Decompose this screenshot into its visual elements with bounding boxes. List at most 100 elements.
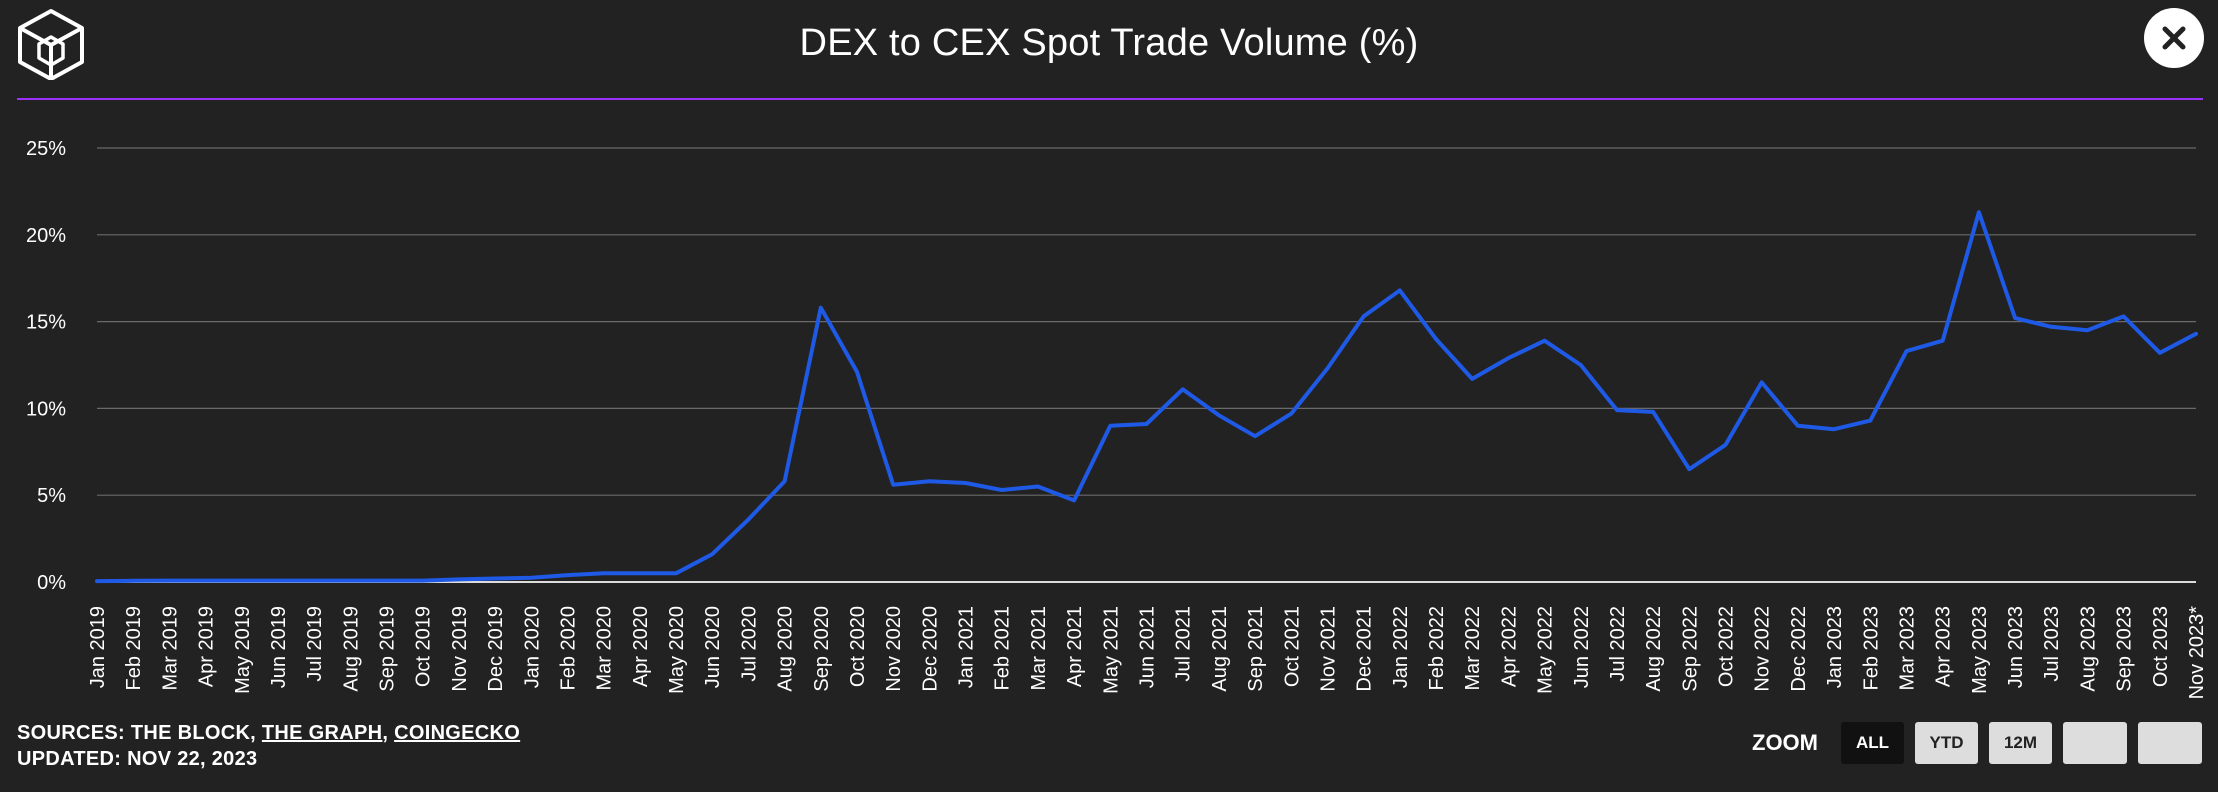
x-tick-label: Jan 2022 (1390, 606, 1412, 688)
data-point[interactable] (1941, 339, 1945, 343)
data-point[interactable] (1253, 434, 1257, 438)
x-tick-label: Sep 2019 (377, 606, 399, 692)
data-point[interactable] (421, 579, 425, 583)
close-button[interactable] (2144, 8, 2204, 68)
x-tick-label: May 2020 (666, 606, 688, 694)
zoom-all-button[interactable]: ALL (1841, 722, 1904, 764)
data-point[interactable] (746, 518, 750, 522)
data-point[interactable] (1470, 377, 1474, 381)
x-tick-label: Dec 2020 (919, 606, 941, 692)
x-tick-label: Oct 2022 (1716, 606, 1738, 687)
data-point[interactable] (167, 579, 171, 583)
data-point[interactable] (1724, 443, 1728, 447)
x-tick-label: Jun 2020 (702, 606, 724, 688)
x-tick-label: Dec 2019 (485, 606, 507, 692)
data-point[interactable] (348, 579, 352, 583)
x-axis-ticks: Jan 2019 Feb 2019 Mar 2019 Apr 2019 May 2019… (87, 606, 2208, 700)
zoom-controls: ZOOM ALL YTD 12M (1752, 722, 2202, 764)
data-point[interactable] (276, 579, 280, 583)
data-point[interactable] (1181, 387, 1185, 391)
data-point[interactable] (2158, 351, 2162, 355)
data-point[interactable] (2049, 325, 2053, 329)
series-layer (95, 210, 2198, 584)
sources-footer: SOURCES: THE BLOCK, THE GRAPH, COINGECKO… (17, 720, 520, 772)
x-tick-label: Jun 2022 (1571, 606, 1593, 688)
data-point[interactable] (529, 576, 533, 580)
data-point[interactable] (1000, 488, 1004, 492)
x-tick-label: May 2021 (1100, 606, 1122, 694)
x-tick-label: Jul 2023 (2041, 606, 2063, 682)
data-point[interactable] (1434, 337, 1438, 341)
data-point[interactable] (457, 577, 461, 581)
data-point[interactable] (312, 579, 316, 583)
data-point[interactable] (1904, 349, 1908, 353)
data-point[interactable] (602, 571, 606, 575)
data-point[interactable] (964, 481, 968, 485)
data-point[interactable] (1289, 412, 1293, 416)
x-tick-label: Sep 2023 (2114, 606, 2136, 692)
x-tick-label: Mar 2020 (594, 606, 616, 691)
zoom-blank-button-1[interactable] (2063, 722, 2127, 764)
data-point[interactable] (204, 579, 208, 583)
data-point[interactable] (1579, 363, 1583, 367)
data-point[interactable] (1651, 410, 1655, 414)
data-point[interactable] (674, 571, 678, 575)
zoom-blank-button-2[interactable] (2138, 722, 2202, 764)
x-tick-label: Sep 2020 (811, 606, 833, 692)
data-point[interactable] (819, 306, 823, 310)
data-point[interactable] (1615, 408, 1619, 412)
zoom-12m-button[interactable]: 12M (1989, 722, 2052, 764)
y-tick-label: 5% (37, 485, 66, 507)
x-tick-label: Aug 2020 (775, 606, 797, 692)
data-point[interactable] (1072, 498, 1076, 502)
source-link-the-graph[interactable]: THE GRAPH (261, 722, 383, 744)
data-point[interactable] (1506, 356, 1510, 360)
x-tick-label: Mar 2023 (1896, 606, 1918, 691)
data-point[interactable] (2194, 332, 2198, 336)
x-tick-label: Nov 2021 (1317, 606, 1339, 692)
data-point[interactable] (1796, 424, 1800, 428)
x-tick-label: Apr 2023 (1933, 606, 1955, 687)
data-point[interactable] (131, 579, 135, 583)
zoom-label: ZOOM (1752, 730, 1818, 755)
data-point[interactable] (1145, 422, 1148, 426)
x-tick-label: Jun 2019 (268, 606, 290, 688)
data-point[interactable] (2013, 316, 2017, 320)
data-point[interactable] (1362, 314, 1366, 318)
close-icon (2162, 26, 2186, 50)
x-tick-label: Feb 2020 (557, 606, 579, 691)
data-point[interactable] (1543, 339, 1547, 343)
zoom-ytd-button[interactable]: YTD (1915, 722, 1978, 764)
data-point[interactable] (1977, 210, 1981, 214)
x-tick-label: Apr 2022 (1498, 606, 1520, 687)
x-tick-label: Oct 2021 (1281, 606, 1303, 687)
data-point[interactable] (927, 479, 931, 483)
x-tick-label: May 2023 (1969, 606, 1991, 694)
data-point[interactable] (1217, 413, 1221, 417)
data-point[interactable] (1108, 424, 1112, 428)
data-point[interactable] (95, 579, 99, 583)
data-point[interactable] (710, 552, 714, 556)
data-point[interactable] (385, 579, 389, 583)
data-point[interactable] (1868, 419, 1872, 423)
data-point[interactable] (1398, 288, 1402, 292)
data-point[interactable] (2085, 328, 2089, 332)
data-point[interactable] (1036, 485, 1040, 489)
data-point[interactable] (1760, 380, 1764, 384)
x-tick-label: May 2022 (1535, 606, 1557, 694)
data-point[interactable] (240, 579, 244, 583)
x-tick-label: Nov 2023* (2186, 606, 2208, 700)
source-link-coingecko[interactable]: COINGECKO (394, 722, 521, 744)
data-point[interactable] (565, 573, 569, 577)
data-point[interactable] (1687, 467, 1691, 471)
data-point[interactable] (1832, 427, 1836, 431)
data-point[interactable] (493, 577, 497, 581)
data-point[interactable] (783, 479, 787, 483)
data-point[interactable] (1325, 366, 1329, 370)
data-point[interactable] (2122, 314, 2126, 318)
y-tick-label: 0% (37, 572, 66, 594)
data-point[interactable] (638, 571, 642, 575)
data-point[interactable] (855, 370, 859, 374)
data-point[interactable] (891, 483, 895, 487)
x-tick-label: Sep 2022 (1679, 606, 1701, 692)
